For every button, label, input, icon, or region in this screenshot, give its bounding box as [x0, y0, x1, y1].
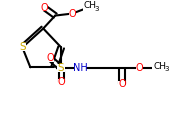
FancyBboxPatch shape — [47, 55, 54, 62]
FancyBboxPatch shape — [136, 65, 143, 72]
Text: S: S — [19, 42, 26, 52]
FancyBboxPatch shape — [41, 4, 48, 11]
Text: CH: CH — [83, 1, 96, 10]
FancyBboxPatch shape — [58, 79, 65, 86]
FancyBboxPatch shape — [74, 64, 86, 72]
Text: CH: CH — [153, 62, 166, 71]
Text: O: O — [57, 77, 65, 87]
Text: O: O — [40, 3, 48, 13]
Text: O: O — [68, 9, 76, 19]
FancyBboxPatch shape — [69, 10, 76, 17]
FancyBboxPatch shape — [18, 43, 26, 51]
FancyBboxPatch shape — [152, 64, 163, 72]
FancyBboxPatch shape — [83, 4, 94, 12]
Text: 3: 3 — [164, 66, 169, 72]
Text: O: O — [118, 79, 126, 89]
FancyBboxPatch shape — [118, 81, 125, 88]
Text: O: O — [46, 53, 54, 63]
FancyBboxPatch shape — [57, 64, 65, 72]
Text: O: O — [136, 63, 144, 73]
Text: 3: 3 — [95, 6, 99, 12]
Text: S: S — [58, 63, 65, 73]
Text: NH: NH — [73, 63, 87, 73]
